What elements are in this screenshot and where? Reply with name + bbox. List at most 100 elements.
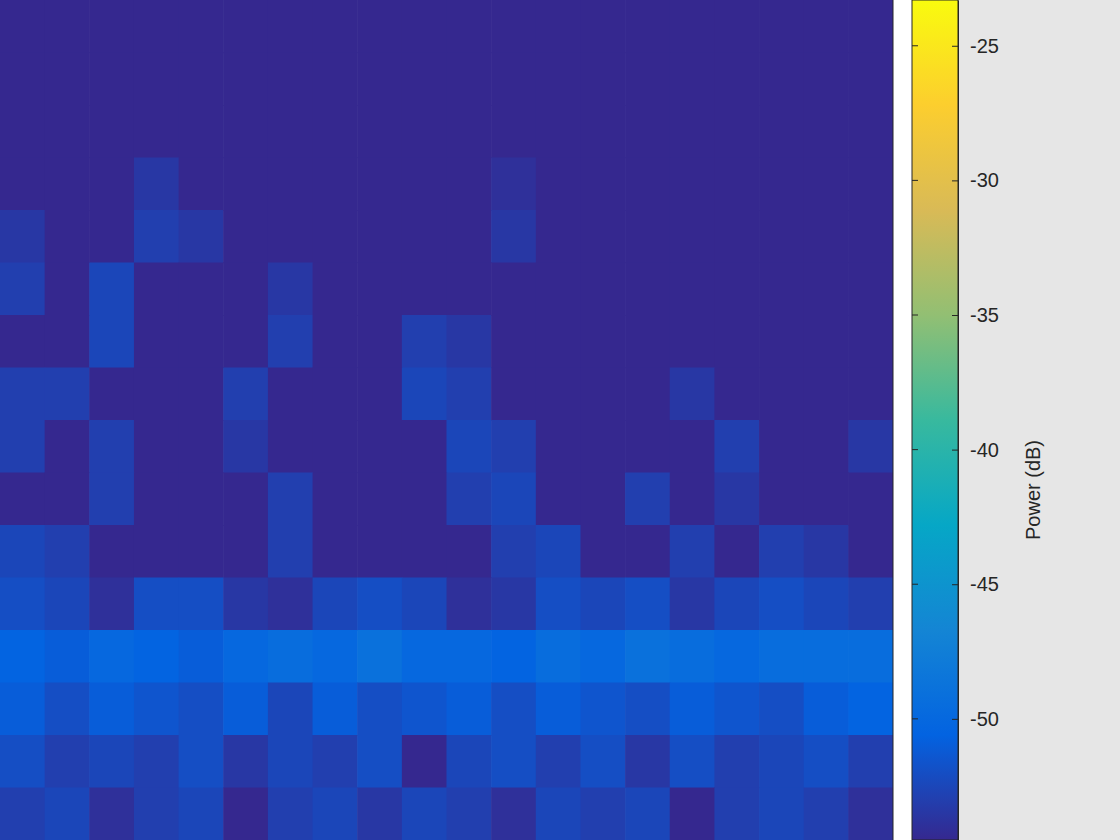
heatmap-cell bbox=[134, 683, 179, 736]
heatmap-cell bbox=[714, 788, 759, 840]
heatmap-cell bbox=[357, 263, 402, 316]
heatmap-cell bbox=[447, 420, 492, 473]
heatmap-cell bbox=[89, 368, 134, 421]
heatmap-cell bbox=[491, 105, 536, 158]
heatmap-cell bbox=[447, 525, 492, 578]
heatmap-cell bbox=[804, 0, 849, 53]
heatmap-cell bbox=[89, 315, 134, 368]
heatmap-cell bbox=[0, 53, 45, 106]
heatmap-cell bbox=[759, 158, 804, 211]
heatmap-cell bbox=[0, 105, 45, 158]
heatmap-cell bbox=[357, 525, 402, 578]
heatmap-cell bbox=[447, 788, 492, 840]
heatmap-cell bbox=[313, 735, 358, 788]
heatmap-cell bbox=[625, 105, 670, 158]
heatmap-cell bbox=[804, 210, 849, 263]
heatmap-cell bbox=[179, 105, 224, 158]
heatmap-cell bbox=[759, 578, 804, 631]
heatmap-cell bbox=[89, 630, 134, 683]
heatmap-cell bbox=[491, 210, 536, 263]
heatmap-cell bbox=[447, 158, 492, 211]
heatmap-cell bbox=[804, 420, 849, 473]
heatmap-cell bbox=[491, 53, 536, 106]
heatmap-cell bbox=[447, 210, 492, 263]
heatmap-cell bbox=[134, 53, 179, 106]
heatmap-cell bbox=[848, 315, 893, 368]
heatmap-cell bbox=[848, 420, 893, 473]
heatmap-cell bbox=[179, 735, 224, 788]
heatmap-cell bbox=[714, 578, 759, 631]
heatmap-cell bbox=[0, 263, 45, 316]
colorbar-tick: -35 bbox=[952, 304, 999, 326]
heatmap-cell bbox=[536, 158, 581, 211]
heatmap-cell bbox=[313, 420, 358, 473]
heatmap-cell bbox=[179, 0, 224, 53]
heatmap-cell bbox=[580, 525, 625, 578]
heatmap-cell bbox=[179, 315, 224, 368]
heatmap-cell bbox=[759, 210, 804, 263]
heatmap-cell bbox=[45, 630, 90, 683]
heatmap-cell bbox=[536, 473, 581, 526]
heatmap-cell bbox=[0, 788, 45, 840]
heatmap-cell bbox=[179, 788, 224, 840]
heatmap-cell bbox=[313, 578, 358, 631]
heatmap-cell bbox=[536, 0, 581, 53]
heatmap-cell bbox=[134, 788, 179, 840]
heatmap-cell bbox=[491, 683, 536, 736]
heatmap-cell bbox=[134, 578, 179, 631]
heatmap-cell bbox=[714, 420, 759, 473]
heatmap-cell bbox=[45, 525, 90, 578]
colorbar-axis-line bbox=[958, 1, 959, 840]
heatmap-cell bbox=[536, 105, 581, 158]
heatmap-cell bbox=[491, 368, 536, 421]
heatmap-cell bbox=[536, 788, 581, 840]
heatmap-cell bbox=[447, 630, 492, 683]
chart: -25-30-35-40-45-50Power (dB) bbox=[0, 0, 1120, 840]
heatmap-cell bbox=[179, 53, 224, 106]
heatmap-cell bbox=[536, 735, 581, 788]
colorbar-tick-mark bbox=[912, 584, 918, 585]
heatmap-cell bbox=[848, 525, 893, 578]
heatmap-cell bbox=[402, 53, 447, 106]
colorbar-tick-mark bbox=[952, 719, 958, 720]
heatmap-cell bbox=[580, 735, 625, 788]
heatmap-cell bbox=[89, 578, 134, 631]
heatmap-cell bbox=[536, 525, 581, 578]
heatmap-cell bbox=[714, 315, 759, 368]
heatmap-cell bbox=[0, 473, 45, 526]
heatmap-cell bbox=[536, 368, 581, 421]
heatmap-cell bbox=[223, 578, 268, 631]
heatmap-cell bbox=[670, 315, 715, 368]
heatmap-cell bbox=[313, 105, 358, 158]
heatmap-cell bbox=[268, 788, 313, 840]
colorbar-tick-label: -45 bbox=[970, 573, 999, 595]
heatmap-cell bbox=[313, 525, 358, 578]
heatmap-cell bbox=[89, 53, 134, 106]
heatmap-cell bbox=[45, 368, 90, 421]
heatmap-cell bbox=[714, 630, 759, 683]
colorbar-label: Power (dB) bbox=[1022, 440, 1044, 540]
heatmap-cell bbox=[714, 683, 759, 736]
heatmap-cell bbox=[670, 630, 715, 683]
heatmap-cell bbox=[357, 368, 402, 421]
heatmap-cell bbox=[402, 420, 447, 473]
heatmap-cell bbox=[134, 630, 179, 683]
heatmap-cell bbox=[625, 0, 670, 53]
heatmap-cell bbox=[0, 0, 45, 53]
colorbar bbox=[912, 0, 958, 840]
heatmap-cell bbox=[223, 0, 268, 53]
heatmap-cell bbox=[491, 578, 536, 631]
heatmap-cell bbox=[89, 210, 134, 263]
heatmap-cell bbox=[268, 630, 313, 683]
heatmap bbox=[0, 0, 893, 840]
heatmap-cell bbox=[223, 210, 268, 263]
heatmap-cell bbox=[402, 210, 447, 263]
figure-background bbox=[0, 0, 1120, 840]
heatmap-cell bbox=[447, 105, 492, 158]
heatmap-cell bbox=[759, 630, 804, 683]
colorbar-tick-label: -50 bbox=[970, 708, 999, 730]
heatmap-cell bbox=[268, 525, 313, 578]
heatmap-cell bbox=[134, 735, 179, 788]
heatmap-cell bbox=[804, 735, 849, 788]
heatmap-cell bbox=[670, 473, 715, 526]
